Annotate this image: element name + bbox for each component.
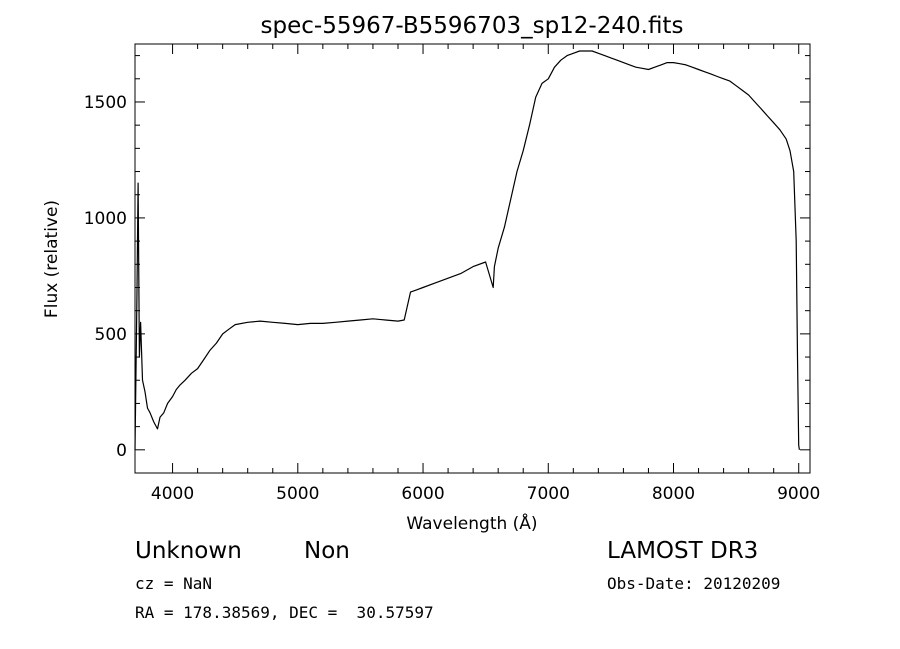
y-axis-label: Flux (relative) bbox=[42, 200, 62, 318]
survey-name: LAMOST DR3 bbox=[607, 538, 759, 564]
x-tick-label: 6000 bbox=[401, 484, 444, 504]
coordinates: RA = 178.38569, DEC = 30.57597 bbox=[135, 603, 434, 622]
y-tick-label: 0 bbox=[116, 441, 127, 461]
x-tick-label: 8000 bbox=[652, 484, 695, 504]
plot-frame bbox=[134, 43, 811, 474]
object-subclass: Non bbox=[304, 538, 350, 564]
y-tick-label: 1500 bbox=[84, 93, 127, 113]
observation-date: Obs-Date: 20120209 bbox=[607, 574, 781, 593]
object-class: Unknown bbox=[135, 538, 242, 564]
x-tick-label: 4000 bbox=[151, 484, 194, 504]
y-tick-label: 500 bbox=[95, 325, 127, 345]
y-tick-label: 1000 bbox=[84, 209, 127, 229]
x-tick-label: 7000 bbox=[527, 484, 570, 504]
redshift-value: cz = NaN bbox=[135, 574, 213, 593]
flux-series-line bbox=[134, 50, 800, 450]
chart-title: spec-55967-B5596703_sp12-240.fits bbox=[261, 13, 684, 39]
x-axis-label: Wavelength (Å) bbox=[406, 512, 537, 534]
x-tick-label: 5000 bbox=[276, 484, 319, 504]
x-tick-label: 9000 bbox=[777, 484, 820, 504]
